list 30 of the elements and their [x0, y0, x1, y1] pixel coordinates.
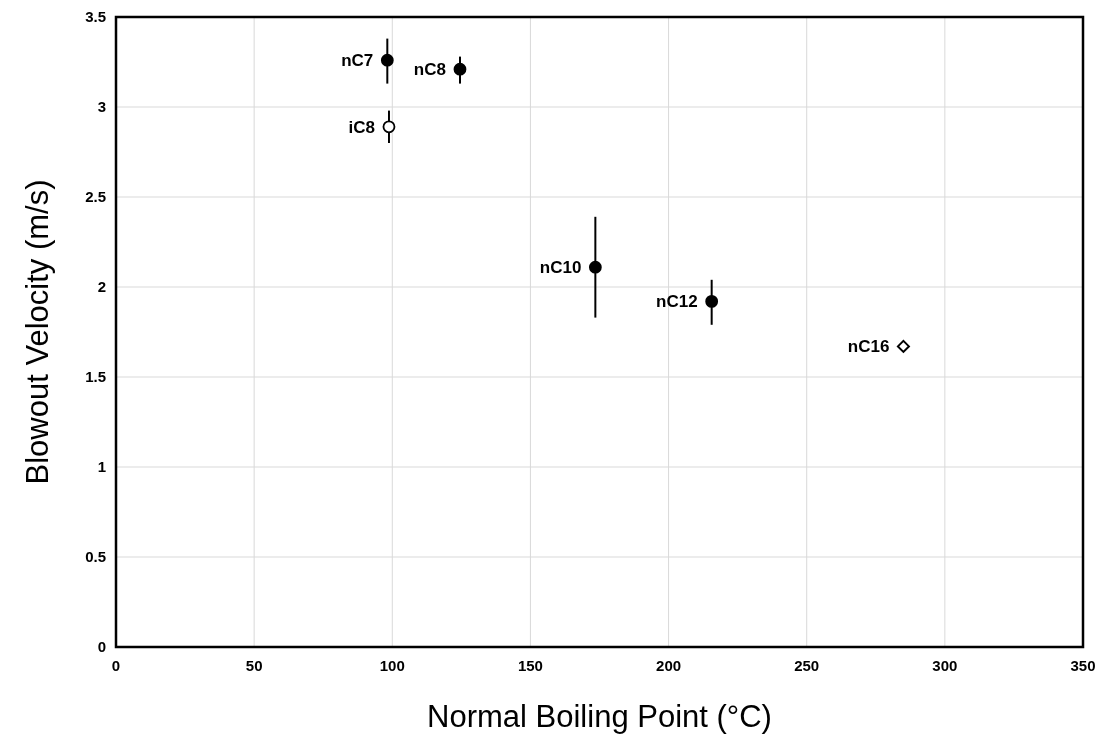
x-tick-label: 100: [379, 657, 405, 674]
x-tick-label: 300: [932, 657, 958, 674]
y-tick-label: 2: [97, 278, 106, 295]
x-tick-label: 350: [1070, 657, 1096, 674]
point: [896, 339, 910, 353]
point: [588, 260, 602, 274]
annotation: nC16: [847, 337, 890, 357]
annotation: nC7: [341, 51, 374, 71]
y-tick-label: 0: [97, 638, 106, 655]
y-axis-title: Blowout Velocity (m/s): [20, 179, 55, 485]
y-tick-label: 2.5: [85, 188, 106, 205]
annotation: nC8: [413, 60, 446, 80]
point: [453, 62, 467, 76]
x-tick-label: 0: [111, 657, 121, 674]
x-tick-label: 50: [245, 657, 263, 674]
annotation: iC8: [348, 117, 375, 137]
point: [382, 120, 396, 134]
annotation: nC10: [539, 258, 582, 278]
x-tick-label: 200: [656, 657, 682, 674]
x-tick-label: 150: [517, 657, 543, 674]
annotation: nC12: [656, 292, 698, 312]
y-tick-label: 3: [97, 98, 106, 115]
point: [380, 53, 394, 67]
x-axis-title: Normal Boiling Point (°C): [427, 699, 772, 734]
point: [705, 295, 719, 308]
y-tick-label: 3.5: [85, 8, 106, 25]
y-tick-label: 1.5: [85, 368, 106, 385]
y-tick-label: 1: [97, 458, 106, 475]
y-tick-label: 0.5: [85, 548, 106, 565]
x-tick-label: 250: [794, 657, 820, 674]
